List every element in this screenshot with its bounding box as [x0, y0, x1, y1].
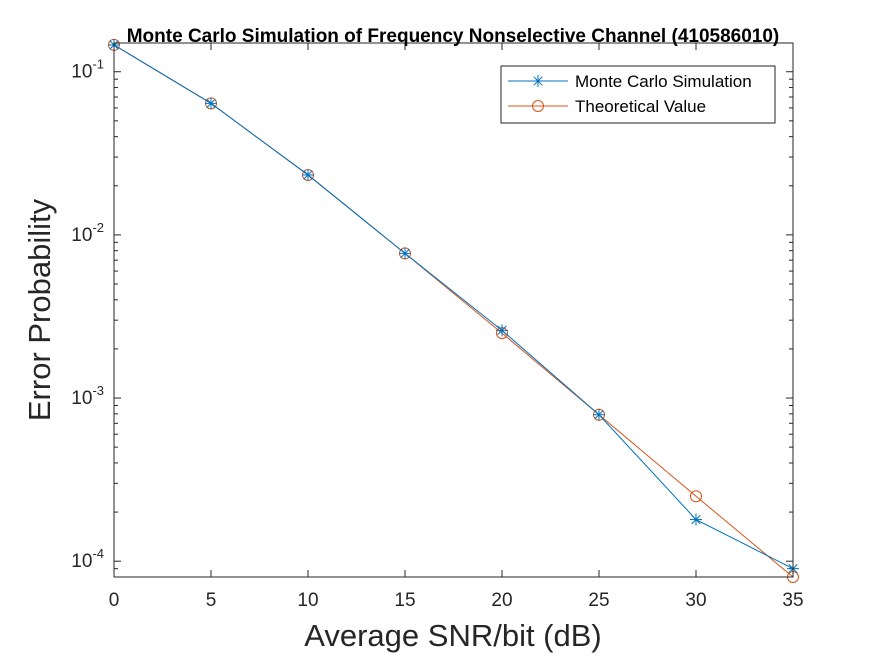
x-tick-label: 30 — [685, 590, 706, 611]
x-tick-label: 0 — [109, 590, 120, 611]
data-point-asterisk — [496, 324, 508, 337]
y-axis-label: Error Probability — [22, 198, 57, 421]
legend-entry-monte-carlo: Monte Carlo Simulation — [508, 72, 752, 91]
x-tick-label: 5 — [206, 590, 217, 611]
y-tick-label: 10-2 — [71, 220, 104, 246]
y-tick-label: 10-4 — [71, 546, 104, 572]
plot-area — [114, 43, 793, 577]
data-point-circle — [690, 490, 702, 503]
x-axis-label: Average SNR/bit (dB) — [304, 618, 602, 653]
data-point-asterisk — [399, 247, 411, 260]
data-point-asterisk — [690, 513, 702, 526]
legend-box — [500, 65, 776, 124]
legend-label-theoretical: Theoretical Value — [575, 97, 706, 116]
y-tick-label: 10-3 — [71, 383, 104, 409]
legend-marker-circle — [532, 100, 544, 112]
x-tick-label: 10 — [297, 590, 318, 611]
data-point-asterisk — [302, 168, 314, 181]
legend-marker-glyph — [532, 75, 544, 87]
legend-marker-asterisk — [532, 75, 544, 87]
x-tick-label: 20 — [491, 590, 512, 611]
x-tick-labels: 0 5 10 15 20 25 30 35 — [109, 590, 804, 611]
x-tick-label: 25 — [588, 590, 609, 611]
x-tick-label: 15 — [394, 590, 415, 611]
legend-marker-glyph — [532, 100, 544, 112]
y-tick-label: 10-1 — [71, 57, 104, 83]
plot-frame — [113, 42, 794, 578]
data-point-asterisk — [205, 97, 217, 110]
axis-ticks — [113, 43, 794, 578]
y-tick-labels: 10-4 10-3 10-2 10-1 — [71, 57, 104, 572]
legend-entry-theoretical: Theoretical Value — [508, 97, 706, 116]
data-point-asterisk — [593, 408, 605, 421]
series-line — [113, 44, 794, 570]
legend-label-monte-carlo: Monte Carlo Simulation — [575, 72, 752, 91]
x-tick-label: 35 — [782, 590, 803, 611]
chart-title: Monte Carlo Simulation of Frequency Nons… — [127, 26, 780, 47]
legend: Monte Carlo Simulation Theoretical Value — [500, 65, 776, 124]
